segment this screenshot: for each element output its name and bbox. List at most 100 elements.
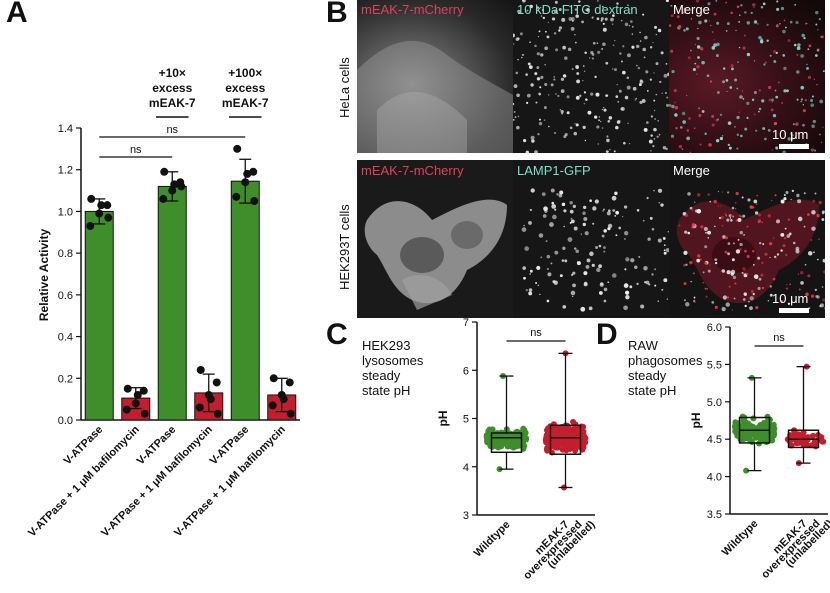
speckle [521, 56, 523, 59]
speckle [753, 6, 755, 9]
speckle [721, 135, 724, 137]
data-point [140, 409, 149, 418]
speckle [697, 27, 699, 30]
speckle [744, 249, 747, 253]
data-point [520, 425, 527, 432]
speckle [748, 300, 750, 303]
speckle [769, 285, 773, 288]
speckle [550, 188, 555, 193]
speckle [767, 214, 772, 218]
speckle [701, 110, 705, 113]
speckle [749, 296, 754, 301]
speckle [706, 288, 708, 290]
speckle [787, 218, 790, 221]
speckle [592, 222, 595, 225]
speckle [649, 46, 653, 49]
speckle [614, 191, 618, 196]
speckle [753, 60, 756, 62]
speckle [802, 109, 806, 113]
speckle [554, 132, 557, 134]
speckle [650, 150, 652, 152]
speckle [645, 280, 650, 285]
data-point [249, 167, 258, 176]
speckle [640, 304, 645, 309]
speckle [583, 271, 588, 276]
speckle [582, 205, 587, 210]
group-label: mEAK-7 [222, 96, 269, 110]
speckle [780, 232, 785, 237]
data-point [752, 434, 759, 441]
speckle [539, 293, 541, 296]
speckle [615, 95, 619, 98]
speckle [530, 188, 535, 193]
speckle [650, 134, 653, 137]
speckle [607, 119, 611, 123]
speckle [702, 271, 705, 274]
speckle [735, 29, 737, 32]
speckle [815, 10, 819, 15]
speckle [707, 269, 711, 273]
speckle [621, 215, 624, 218]
speckle [692, 272, 695, 275]
speckle [738, 111, 740, 113]
speckle [657, 300, 660, 302]
speckle [618, 226, 622, 230]
speckle [550, 262, 553, 265]
speckle [711, 301, 715, 304]
speckle [704, 19, 708, 23]
speckle [683, 263, 686, 267]
speckle [697, 107, 701, 110]
bar [157, 185, 187, 421]
speckle [528, 291, 533, 296]
speckle [561, 202, 566, 207]
speckle [758, 110, 760, 113]
speckle [727, 143, 730, 147]
speckle [786, 284, 788, 286]
speckle [544, 46, 549, 51]
speckle [752, 206, 755, 209]
speckle [570, 217, 573, 220]
speckle [631, 9, 633, 11]
speckle [803, 36, 806, 40]
speckle [546, 299, 550, 303]
data-point [558, 429, 565, 436]
speckle [813, 149, 817, 152]
panel-c-note: HEK293 lysosomes steady state pH [362, 338, 423, 398]
speckle [546, 254, 551, 259]
speckle [665, 147, 668, 151]
speckle [711, 31, 714, 33]
speckle [761, 261, 764, 264]
speckle [637, 66, 641, 70]
speckle [571, 273, 574, 277]
scale-bar-label-1: 10 μm [772, 127, 809, 142]
speckle [584, 51, 587, 55]
speckle [711, 46, 716, 50]
speckle [654, 284, 657, 287]
speckle [806, 63, 808, 66]
speckle [791, 189, 795, 193]
speckle [737, 61, 739, 63]
speckle [515, 37, 520, 42]
speckle [695, 0, 700, 3]
speckle [614, 39, 616, 42]
speckle [594, 199, 599, 204]
speckle [689, 49, 692, 52]
speckle [727, 242, 731, 245]
speckle [688, 117, 691, 120]
speckle [725, 302, 730, 307]
speckle [625, 294, 630, 300]
speckle [683, 282, 687, 286]
row-label-hela: HeLa cells [337, 57, 352, 118]
speckle [663, 251, 667, 255]
speckle [558, 29, 561, 32]
speckle [559, 274, 563, 278]
speckle [793, 43, 797, 47]
speckle [538, 121, 543, 126]
speckle [736, 87, 739, 90]
speckle [607, 281, 610, 284]
speckle [778, 22, 781, 25]
speckle [585, 264, 590, 269]
speckle [783, 19, 786, 22]
speckle [597, 50, 601, 54]
speckle [772, 277, 776, 281]
